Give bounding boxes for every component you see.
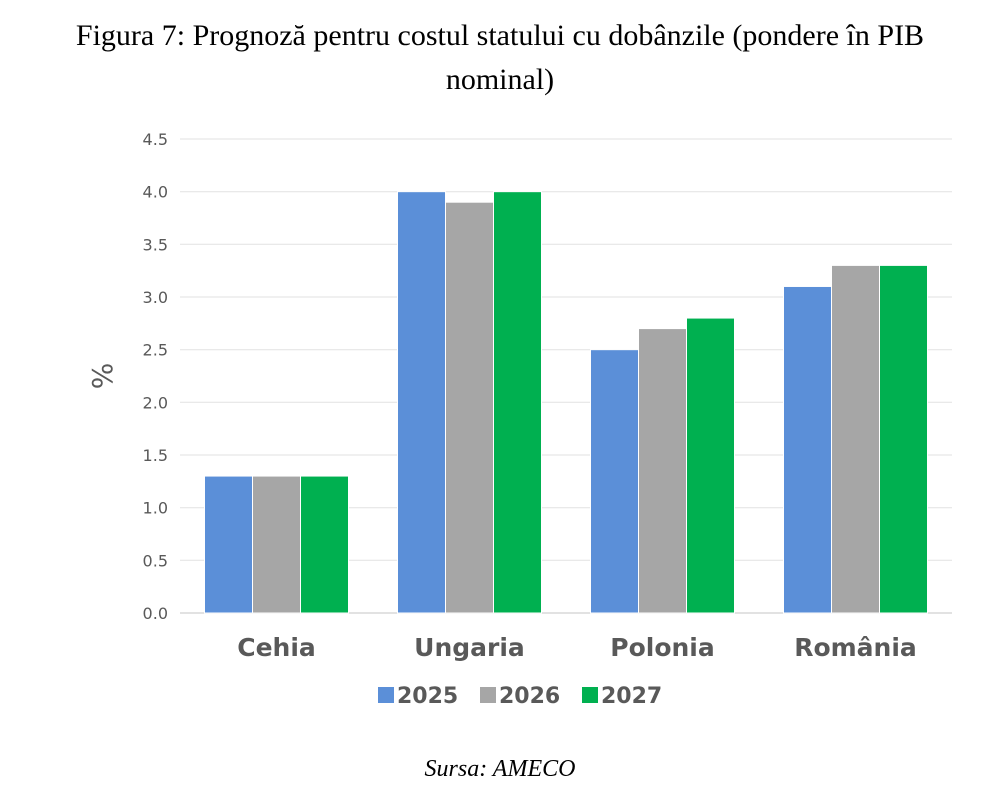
y-axis-label: % [86,363,119,390]
bar-2025-România [783,285,832,614]
y-tick-label: 3.5 [143,235,168,254]
y-tick-label: 0.0 [143,604,168,623]
legend: 2025 2026 2027 [378,684,662,709]
legend-swatch-2027 [582,687,598,703]
bar-2026-Ungaria [445,201,494,614]
x-category-label: Ungaria [414,633,525,662]
y-tick-label: 1.0 [143,499,168,518]
y-tick-label: 2.0 [143,393,168,412]
bar-2026-Cehia [252,475,301,614]
x-category-label: România [794,633,917,662]
legend-swatch-2025 [378,687,394,703]
bars [204,191,928,614]
figure-title: Figura 7: Prognoză pentru costul statulu… [75,19,925,96]
y-tick-label: 0.5 [143,551,168,570]
bar-2026-România [831,264,880,614]
x-category-label: Polonia [610,633,714,662]
bar-2027-Cehia [300,475,349,614]
legend-swatch-2026 [480,687,496,703]
y-tick-label: 4.5 [143,130,168,149]
y-tick-label: 1.5 [143,446,168,465]
y-axis-ticks: 0.0 0.5 1.0 1.5 2.0 2.5 3.0 3.5 4.0 4.5 [143,130,168,623]
x-axis-categories: Cehia Ungaria Polonia România [237,633,917,662]
y-tick-label: 4.0 [143,183,168,202]
legend-label: 2025 [397,684,458,709]
bar-2027-Ungaria [493,191,542,614]
y-tick-label: 2.5 [143,341,168,360]
y-tick-label: 3.0 [143,288,168,307]
legend-label: 2027 [601,684,662,709]
bar-2025-Cehia [204,475,253,614]
legend-label: 2026 [499,684,560,709]
bar-2025-Polonia [590,349,639,614]
bar-2026-Polonia [638,328,687,614]
bar-2027-România [879,264,928,614]
figure-source: Sursa: AMECO [424,756,576,782]
bar-2027-Polonia [686,317,735,614]
bar-2025-Ungaria [397,191,446,614]
bar-chart: 0.0 0.5 1.0 1.5 2.0 2.5 3.0 3.5 4.0 4.5 Cehia Unga… [86,130,952,709]
x-category-label: Cehia [237,633,316,662]
